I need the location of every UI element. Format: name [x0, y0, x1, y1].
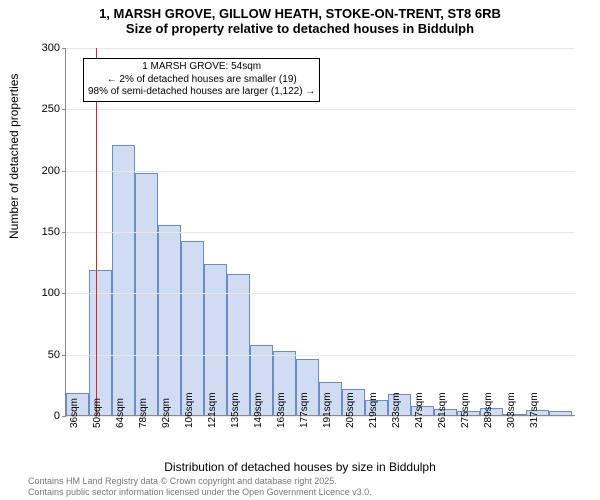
- bar: [549, 411, 572, 415]
- gridline: [66, 355, 575, 356]
- chart-title: 1, MARSH GROVE, GILLOW HEATH, STOKE-ON-T…: [0, 0, 600, 36]
- xtick-label: 92sqm: [161, 398, 172, 428]
- xtick-label: 261sqm: [437, 392, 448, 428]
- title-line-1: 1, MARSH GROVE, GILLOW HEATH, STOKE-ON-T…: [0, 6, 600, 21]
- ytick-mark: [62, 416, 66, 417]
- ytick-label: 250: [42, 103, 60, 115]
- ytick-label: 200: [42, 165, 60, 177]
- ytick-mark: [62, 48, 66, 49]
- bar: [112, 145, 135, 415]
- y-axis-label: Number of detached properties: [7, 74, 21, 239]
- annotation-line: 98% of semi-detached houses are larger (…: [88, 86, 315, 99]
- annotation-line: 1 MARSH GROVE: 54sqm: [88, 61, 315, 74]
- footer-attribution: Contains HM Land Registry data © Crown c…: [28, 476, 372, 498]
- xtick-label: 303sqm: [506, 392, 517, 428]
- annotation-box: 1 MARSH GROVE: 54sqm← 2% of detached hou…: [83, 58, 320, 102]
- x-axis-label: Distribution of detached houses by size …: [0, 460, 600, 474]
- xtick-label: 191sqm: [322, 392, 333, 428]
- bar: [181, 241, 204, 415]
- xtick-label: 64sqm: [115, 398, 126, 428]
- xtick-label: 78sqm: [138, 398, 149, 428]
- xtick-label: 205sqm: [345, 392, 356, 428]
- xtick-label: 275sqm: [460, 392, 471, 428]
- ytick-label: 0: [54, 410, 60, 422]
- xtick-label: 247sqm: [414, 392, 425, 428]
- xtick-label: 149sqm: [253, 392, 264, 428]
- title-line-2: Size of property relative to detached ho…: [0, 21, 600, 36]
- ytick-label: 300: [42, 42, 60, 54]
- gridline: [66, 293, 575, 294]
- ytick-mark: [62, 232, 66, 233]
- ytick-mark: [62, 293, 66, 294]
- xtick-label: 50sqm: [92, 398, 103, 428]
- gridline: [66, 48, 575, 49]
- xtick-label: 317sqm: [529, 392, 540, 428]
- ytick-mark: [62, 109, 66, 110]
- xtick-label: 163sqm: [276, 392, 287, 428]
- ytick-label: 50: [48, 349, 60, 361]
- ytick-label: 150: [42, 226, 60, 238]
- xtick-label: 289sqm: [483, 392, 494, 428]
- marker-line: [96, 48, 97, 415]
- bar: [89, 270, 112, 415]
- xtick-label: 177sqm: [299, 392, 310, 428]
- plot-area: [65, 48, 575, 416]
- ytick-mark: [62, 171, 66, 172]
- xtick-label: 219sqm: [368, 392, 379, 428]
- footer-line-2: Contains public sector information licen…: [28, 487, 372, 498]
- bar: [158, 225, 181, 415]
- footer-line-1: Contains HM Land Registry data © Crown c…: [28, 476, 372, 487]
- gridline: [66, 109, 575, 110]
- xtick-label: 135sqm: [230, 392, 241, 428]
- xtick-label: 36sqm: [69, 398, 80, 428]
- ytick-mark: [62, 355, 66, 356]
- xtick-label: 106sqm: [184, 392, 195, 428]
- gridline: [66, 171, 575, 172]
- gridline: [66, 232, 575, 233]
- ytick-label: 100: [42, 287, 60, 299]
- annotation-line: ← 2% of detached houses are smaller (19): [88, 74, 315, 87]
- xtick-label: 233sqm: [391, 392, 402, 428]
- xtick-label: 121sqm: [207, 392, 218, 428]
- histogram-chart: 1, MARSH GROVE, GILLOW HEATH, STOKE-ON-T…: [0, 0, 600, 500]
